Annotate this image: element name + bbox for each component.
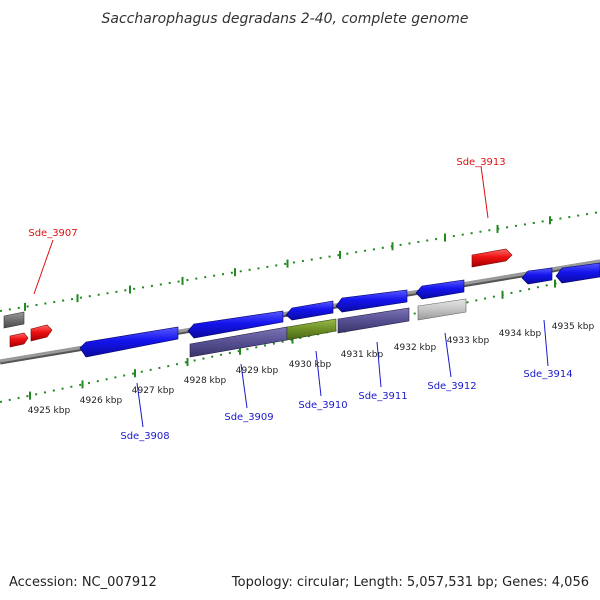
scale-labels: 4925 kbp 4926 kbp 4927 kbp 4928 kbp 4929… xyxy=(28,322,595,416)
feature-red-left-1[interactable] xyxy=(9,332,29,348)
feature-sde-3911[interactable] xyxy=(335,289,410,334)
gene-label-sde-3907[interactable]: Sde_3907 xyxy=(28,228,77,239)
feature-sde-3913[interactable] xyxy=(471,248,513,268)
gene-label-sde-3911[interactable]: Sde_3911 xyxy=(358,391,407,402)
feature-sde-3908[interactable] xyxy=(79,326,179,358)
gene-label-sde-3914[interactable]: Sde_3914 xyxy=(523,369,572,380)
gene-label-sde-3910[interactable]: Sde_3910 xyxy=(298,400,347,411)
reverse-strand-features xyxy=(9,262,600,358)
gene-label-sde-3913[interactable]: Sde_3913 xyxy=(456,157,505,168)
scale-label-4934: 4934 kbp xyxy=(499,329,542,339)
scale-label-4927: 4927 kbp xyxy=(132,386,175,396)
scale-label-4931: 4931 kbp xyxy=(341,350,384,360)
feature-red-left-2[interactable] xyxy=(30,324,53,342)
feature-sde-3912[interactable] xyxy=(415,279,467,321)
accession-text: Accession: NC_007912 xyxy=(9,575,157,590)
feature-sde-3914[interactable] xyxy=(521,262,600,285)
feature-sde-3909[interactable] xyxy=(187,310,288,358)
scale-label-4929: 4929 kbp xyxy=(236,366,279,376)
map-title: Saccharophagus degradans 2-40, complete … xyxy=(102,11,469,27)
gene-label-sde-3909[interactable]: Sde_3909 xyxy=(224,412,273,423)
scale-label-4935: 4935 kbp xyxy=(552,322,595,332)
upper-tick-track xyxy=(0,211,600,312)
scale-label-4932: 4932 kbp xyxy=(394,343,437,353)
scale-label-4926: 4926 kbp xyxy=(80,396,123,406)
feature-sde-3910[interactable] xyxy=(285,300,337,341)
scale-label-4928: 4928 kbp xyxy=(184,376,227,386)
gene-labels: Sde_3907 Sde_3908 Sde_3909 Sde_3910 Sde_… xyxy=(28,157,572,442)
forward-strand-features xyxy=(3,248,513,329)
scale-label-4930: 4930 kbp xyxy=(289,360,332,370)
feature-grey-small[interactable] xyxy=(3,311,25,329)
scale-label-4933: 4933 kbp xyxy=(447,336,490,346)
upper-major-ticks xyxy=(24,216,551,311)
gene-label-sde-3908[interactable]: Sde_3908 xyxy=(120,431,169,442)
gene-label-sde-3912[interactable]: Sde_3912 xyxy=(427,381,476,392)
label-leaders xyxy=(33,165,549,428)
scale-label-4925: 4925 kbp xyxy=(28,406,71,416)
genome-summary-text: Topology: circular; Length: 5,057,531 bp… xyxy=(231,575,589,590)
